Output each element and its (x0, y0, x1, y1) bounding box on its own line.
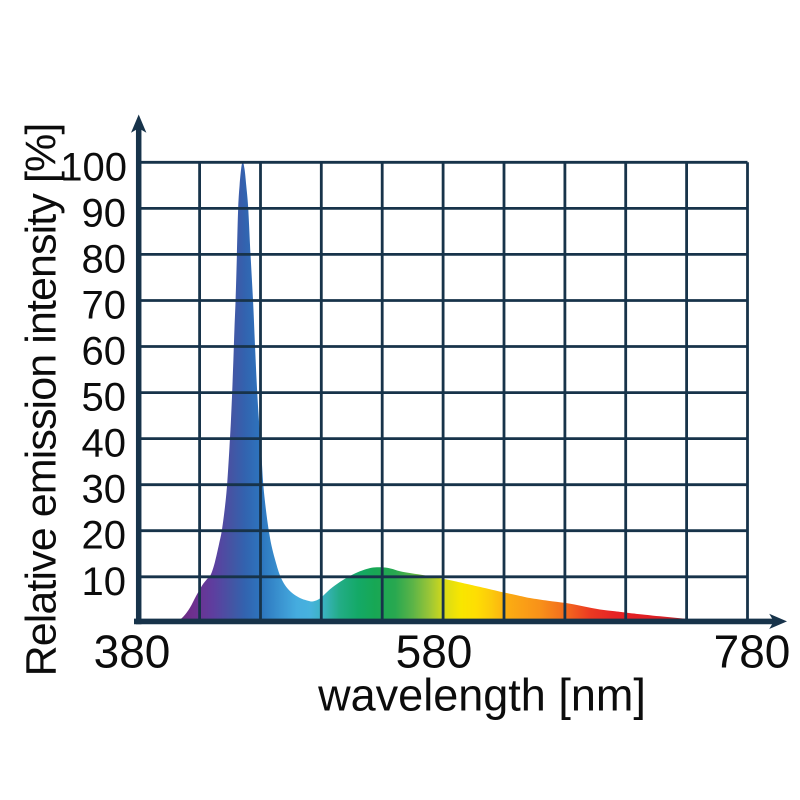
svg-text:580: 580 (396, 626, 473, 678)
svg-text:90: 90 (82, 191, 127, 235)
svg-text:30: 30 (82, 468, 127, 512)
svg-text:380: 380 (94, 626, 171, 678)
svg-text:100: 100 (60, 145, 127, 189)
svg-text:50: 50 (82, 376, 127, 420)
svg-text:Relative emission intensity [%: Relative emission intensity [%] (17, 124, 65, 677)
svg-text:10: 10 (82, 560, 127, 604)
svg-text:40: 40 (82, 422, 127, 466)
svg-text:780: 780 (714, 626, 791, 678)
svg-text:70: 70 (82, 284, 127, 328)
svg-text:wavelength [nm]: wavelength [nm] (317, 670, 646, 721)
svg-text:20: 20 (82, 514, 127, 558)
svg-text:80: 80 (82, 237, 127, 281)
svg-text:60: 60 (82, 330, 127, 374)
